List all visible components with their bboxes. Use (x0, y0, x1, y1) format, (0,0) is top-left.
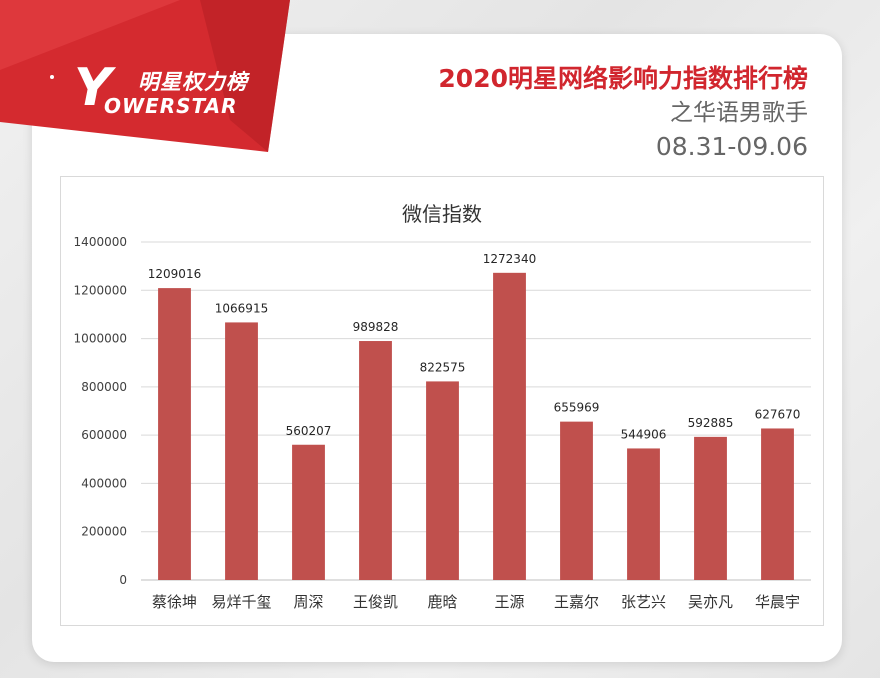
page-title: 2020明星网络影响力指数排行榜 (438, 64, 808, 93)
date-range: 08.31-09.06 (655, 132, 808, 161)
bar (694, 436, 727, 580)
bar-value-label: 1272340 (483, 252, 536, 266)
bar (493, 272, 526, 580)
y-tick-label: 1400000 (74, 235, 127, 249)
bar (158, 288, 191, 580)
bar (761, 428, 794, 580)
y-axis-ticks: 0 200000 400000 600000 800000 1000000 1200000 1… (74, 235, 127, 587)
bar-value-label: 1209016 (148, 267, 201, 281)
y-tick-label: 1200000 (74, 283, 127, 297)
bar (225, 322, 258, 580)
logo-letter: Y (74, 58, 112, 118)
bar (627, 448, 660, 580)
bar (560, 421, 593, 580)
brand-logo: Y 明星权力榜 OWERSTAR (60, 62, 280, 122)
x-tick-label: 蔡徐坤 (152, 593, 197, 611)
x-tick-label: 王俊凯 (353, 593, 398, 611)
y-tick-label: 400000 (81, 476, 127, 490)
data-labels: 1209016 1066915 560207 989828 822575 1272340 6… (148, 252, 801, 442)
x-tick-label: 王嘉尔 (554, 593, 599, 611)
x-tick-label: 王源 (494, 593, 524, 611)
bar-chart: 微信指数 0 200000 400000 600000 800000 1000000 120… (74, 202, 811, 611)
y-tick-label: 200000 (81, 525, 127, 539)
bar-value-label: 989828 (353, 320, 399, 334)
y-tick-label: 1000000 (74, 332, 127, 346)
x-tick-label: 吴亦凡 (688, 593, 733, 611)
bars (158, 272, 794, 580)
chart-container: 微信指数 0 200000 400000 600000 800000 1000000 120… (60, 176, 824, 626)
y-tick-label: 600000 (81, 428, 127, 442)
logo-chinese-text: 明星权力榜 (138, 70, 248, 94)
red-banner (0, 0, 290, 152)
x-tick-label: 鹿晗 (427, 593, 457, 611)
bar (292, 444, 325, 580)
bar-value-label: 560207 (286, 424, 332, 438)
bar-value-label: 822575 (420, 360, 466, 374)
y-tick-label: 800000 (81, 380, 127, 394)
y-tick-label: 0 (119, 573, 127, 587)
page-subtitle: 之华语男歌手 (670, 100, 808, 126)
header: 2020明星网络影响力指数排行榜 之华语男歌手 08.31-09.06 (438, 62, 808, 164)
bar-value-label: 1066915 (215, 301, 268, 315)
chart-title: 微信指数 (402, 202, 482, 226)
bar-value-label: 544906 (621, 427, 667, 441)
bar (359, 341, 392, 580)
x-axis-ticks: 蔡徐坤 易烊千玺 周深 王俊凯 鹿晗 王源 王嘉尔 张艺兴 吴亦凡 华晨宇 (152, 593, 800, 611)
x-tick-label: 华晨宇 (755, 593, 800, 611)
bar-value-label: 592885 (688, 416, 734, 430)
bar-value-label: 627670 (755, 407, 801, 421)
x-tick-label: 周深 (293, 593, 323, 611)
logo-english-text: OWERSTAR (104, 94, 238, 118)
bar-value-label: 655969 (554, 401, 600, 415)
x-tick-label: 张艺兴 (621, 593, 666, 611)
x-tick-label: 易烊千玺 (211, 593, 271, 611)
bar (426, 381, 459, 580)
